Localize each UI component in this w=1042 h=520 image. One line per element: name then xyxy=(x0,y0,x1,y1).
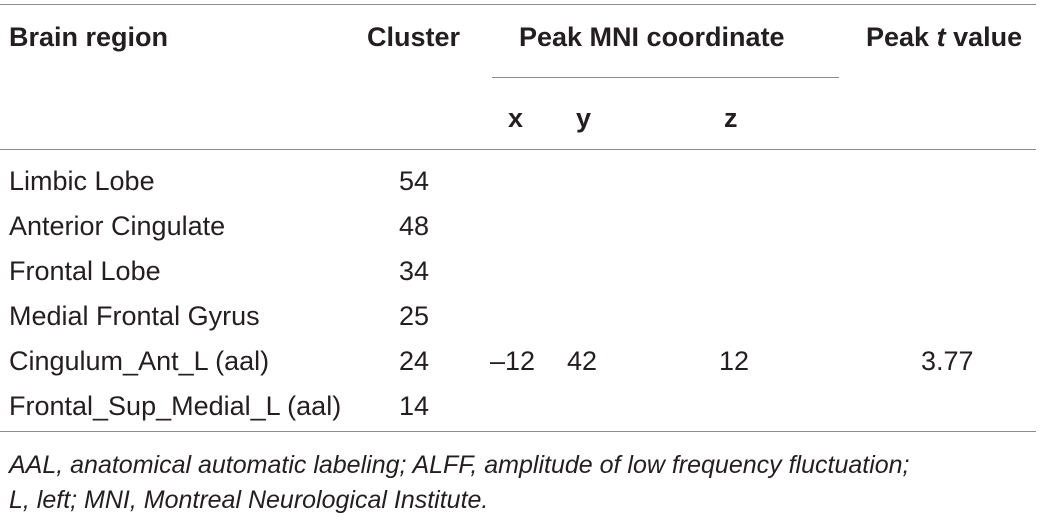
header-cluster: Cluster xyxy=(367,22,461,52)
header-bottom-rule xyxy=(0,149,1036,150)
header-brain-region: Brain region xyxy=(9,22,169,52)
header-peak-t-italic: t xyxy=(936,22,946,52)
cell-region: Limbic Lobe xyxy=(9,166,155,196)
header-peak-mni-coordinate: Peak MNI coordinate xyxy=(519,22,785,52)
cell-cluster: 24 xyxy=(399,346,430,376)
cell-region: Frontal_Sup_Medial_L (aal) xyxy=(9,391,342,421)
cell-region: Cingulum_Ant_L (aal) xyxy=(9,346,270,376)
footnote-line-1: AAL, anatomical automatic labeling; ALFF… xyxy=(9,451,910,479)
cell-region: Medial Frontal Gyrus xyxy=(9,301,260,331)
table-bottom-rule xyxy=(0,431,1036,432)
table-top-rule xyxy=(0,4,1036,5)
cell-cluster: 48 xyxy=(399,211,430,241)
header-peak-t-value: Peak t value xyxy=(866,22,1022,52)
cell-x: –12 xyxy=(490,346,536,376)
mni-subheader-rule xyxy=(492,77,839,78)
header-peak-t-suffix: value xyxy=(945,22,1023,52)
cell-cluster: 25 xyxy=(399,301,430,331)
header-peak-t-prefix: Peak xyxy=(866,22,937,52)
header-z: z xyxy=(724,103,738,133)
cell-cluster: 54 xyxy=(399,166,430,196)
cell-y: 42 xyxy=(567,346,598,376)
cell-region: Frontal Lobe xyxy=(9,256,161,286)
cell-z: 12 xyxy=(719,346,750,376)
table-footnote: AAL, anatomical automatic labeling; ALFF… xyxy=(9,448,1039,518)
cell-peak-t: 3.77 xyxy=(921,346,974,376)
cell-cluster: 14 xyxy=(399,391,430,421)
footnote-line-2: L, left; MNI, Montreal Neurological Inst… xyxy=(9,486,489,514)
cell-region: Anterior Cingulate xyxy=(9,211,226,241)
header-x: x xyxy=(508,103,524,133)
header-y: y xyxy=(576,103,592,133)
cell-cluster: 34 xyxy=(399,256,430,286)
